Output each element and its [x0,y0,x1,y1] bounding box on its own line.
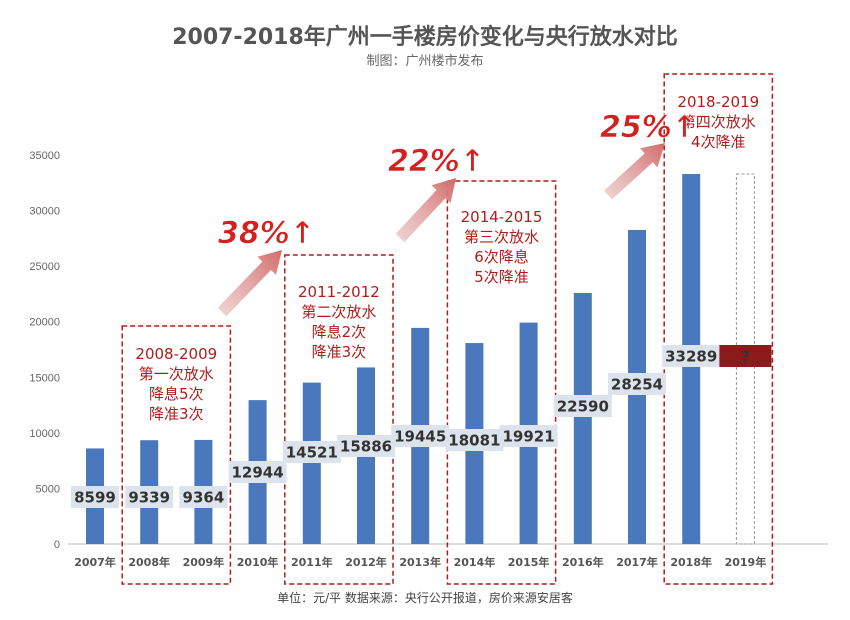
annotation-line: 降息5次 [149,385,204,403]
growth-label: 38%↑ [218,216,315,251]
x-tick-label: 2012年 [345,555,387,569]
value-label-box [71,486,119,508]
annotation-line: 2008-2009 [135,345,217,363]
value-label: 18081 [448,432,500,450]
value-label: ? [741,348,750,366]
x-tick-label: 2011年 [291,555,333,569]
chart-title: 2007-2018年广州一手楼房价变化与央行放水对比 [172,24,678,50]
annotation-line: 第二次放水 [301,303,376,321]
value-label: 33289 [665,348,717,366]
value-label: 14521 [286,444,338,462]
annotation-line: 5次降准 [474,268,529,286]
value-label-box [445,429,504,451]
annotation-line: 第三次放水 [464,228,539,246]
y-tick-label: 25000 [29,261,60,273]
chart-subtitle: 制图：广州楼市发布 [366,53,483,69]
annotation-line: 第一次放水 [139,365,214,383]
value-label-box [337,435,395,457]
growth-arrows: 38%↑ 22%↑ 25%↑ [217,110,697,317]
y-axis: 0 5000 10000 15000 20000 25000 30000 35000 [29,150,60,551]
x-axis: 2007年 2008年 2009年 2010年 2011年 2012年 2013年 2014年… [74,555,766,569]
x-tick-label: 2014年 [454,555,496,569]
x-tick-label: 2009年 [183,555,225,569]
value-label: 9339 [128,489,170,507]
value-label-box [499,425,558,447]
y-tick-label: 10000 [29,428,60,440]
value-label: 28254 [611,376,663,394]
x-tick-label: 2019年 [725,555,767,569]
y-tick-label: 35000 [29,150,60,162]
y-tick-label: 20000 [29,317,60,329]
value-label: 8599 [74,489,116,507]
growth-arrow [217,250,282,317]
value-label-box [228,461,287,483]
value-label: 19445 [394,428,446,446]
value-label: 12944 [232,464,284,482]
value-label-box [719,345,772,367]
value-label-box [282,441,341,463]
value-label-box [553,395,612,417]
annotation-box [446,180,557,585]
footnote: 单位：元/平 数据来源：央行公开报道，房价来源安居客 [277,590,573,605]
annotation-box [121,325,232,585]
annotation-line: 降准3次 [312,343,367,361]
x-tick-label: 2018年 [670,555,712,569]
x-tick-label: 2016年 [562,555,604,569]
growth-label: 22%↑ [388,144,485,179]
annotation-line: 6次降息 [474,248,529,266]
annotation-line: 4次降准 [691,133,746,151]
x-tick-label: 2015年 [508,555,550,569]
annotation-line: 第四次放水 [681,113,756,131]
annotation-line: 2018-2019 [677,93,759,111]
annotation-line: 2011-2012 [298,283,380,301]
value-label-box [391,425,450,447]
x-tick-label: 2008年 [128,555,170,569]
value-label: 19921 [503,428,555,446]
growth-arrow [604,143,665,200]
y-tick-label: 5000 [36,483,60,495]
bar [302,382,321,544]
annotation-line: 2014-2015 [461,208,543,226]
value-label: 15886 [340,438,392,456]
y-tick-label: 30000 [29,206,60,218]
annotations: 2008-2009第一次放水降息5次降准3次2011-2012第二次放水降息2次… [121,73,774,585]
annotation-box [663,73,774,585]
x-tick-label: 2010年 [237,555,279,569]
bar [573,292,592,544]
value-label: 9364 [183,489,225,507]
annotation-line: 降息2次 [312,323,367,341]
annotation-box [284,254,394,585]
value-label-box [608,373,666,395]
x-tick-label: 2007年 [74,555,116,569]
y-tick-label: 0 [54,539,60,551]
y-tick-label: 15000 [29,372,60,384]
value-label-box [179,486,228,508]
value-label: 22590 [557,398,609,416]
x-tick-label: 2013年 [399,555,441,569]
growth-label: 25%↑ [600,110,697,145]
growth-arrow [395,178,456,243]
value-label-box [662,345,721,367]
x-tick-label: 2017年 [616,555,658,569]
annotation-line: 降准3次 [149,405,204,423]
value-label-box [125,486,174,508]
